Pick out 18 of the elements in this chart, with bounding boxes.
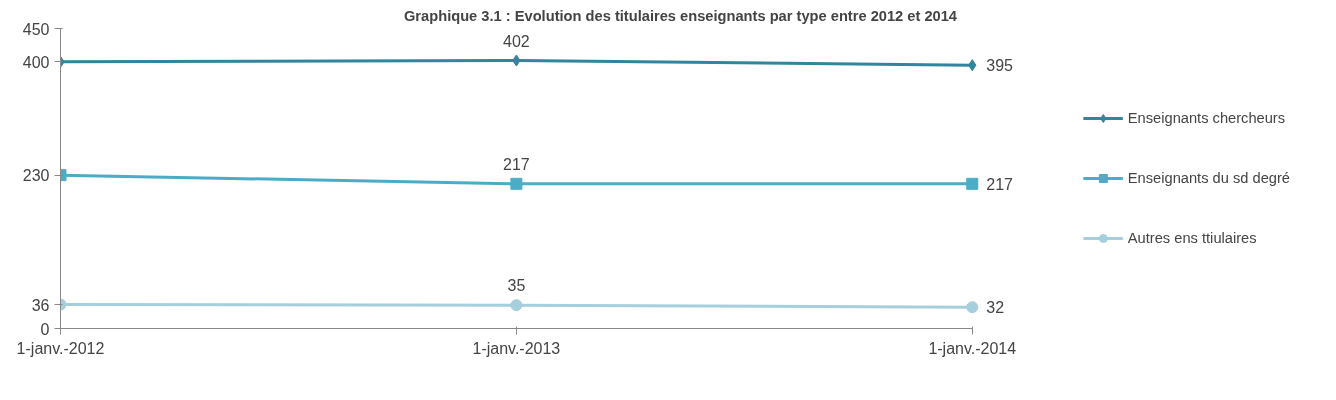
x-tick-label: 1-janv.-2014: [928, 339, 1017, 357]
y-tick-label: 400: [22, 53, 50, 71]
y-tick-label: 0: [40, 320, 50, 338]
chart-title: Graphique 3.1 : Evolution des titulaires enseignants par type entre 2012 et 2014: [403, 7, 958, 24]
y-tick-label: 230: [22, 167, 50, 185]
data-label: 402: [503, 32, 530, 50]
legend-label: Enseignants du sd degré: [1127, 170, 1290, 186]
x-tick-label: 1-janv.-2013: [472, 339, 561, 357]
data-label: 217: [986, 175, 1014, 193]
x-tick-label: 1-janv.-2012: [16, 339, 105, 357]
y-tick-label: 36: [31, 296, 50, 314]
data-label: 395: [986, 57, 1014, 75]
legend-label: Autres ens ttiulaires: [1127, 230, 1257, 246]
data-label: 32: [986, 299, 1005, 317]
legend-label: Enseignants chercheurs: [1127, 110, 1286, 126]
data-label: 35: [507, 277, 526, 295]
data-label: 217: [503, 155, 530, 173]
y-tick-label: 450: [22, 20, 50, 38]
